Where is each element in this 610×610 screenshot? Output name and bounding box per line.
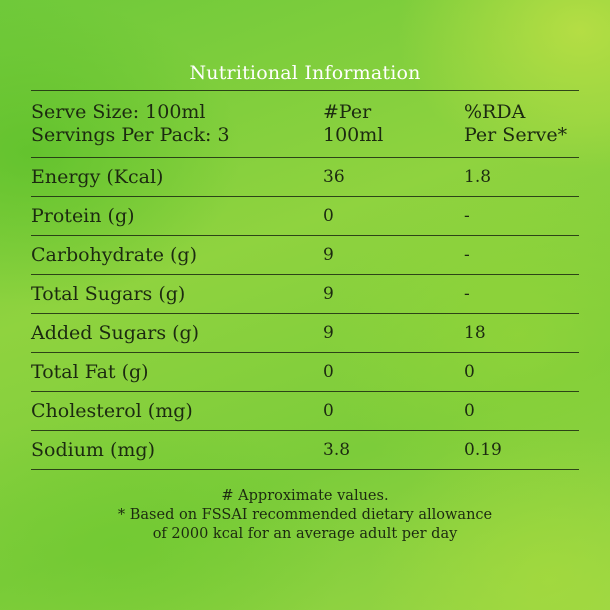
table-row: Carbohydrate (g) 9 - bbox=[31, 235, 579, 274]
per-100ml-value: 9 bbox=[323, 245, 334, 265]
nutrient-name: Protein (g) bbox=[31, 205, 135, 227]
footnote-fssai-line1: * Based on FSSAI recommended dietary all… bbox=[117, 507, 493, 523]
rda-value: 18 bbox=[464, 323, 486, 343]
rda-value: 0.19 bbox=[464, 440, 502, 460]
rda-header: %RDA Per Serve* bbox=[464, 101, 579, 147]
table-header-row: Serve Size: 100ml Servings Per Pack: 3 #… bbox=[31, 90, 579, 157]
nutrient-name: Total Fat (g) bbox=[31, 361, 149, 383]
per-100ml-value: 36 bbox=[323, 167, 345, 187]
per-100ml-value: 0 bbox=[323, 401, 334, 421]
per-header-line1: #Per bbox=[323, 101, 372, 123]
table-row: Total Sugars (g) 9 - bbox=[31, 274, 579, 313]
serve-size-label: Serve Size: 100ml bbox=[31, 101, 206, 123]
nutrient-name: Total Sugars (g) bbox=[31, 283, 186, 305]
table-row: Protein (g) 0 - bbox=[31, 196, 579, 235]
per-100ml-value: 3.8 bbox=[323, 440, 351, 460]
nutrient-name: Energy (Kcal) bbox=[31, 166, 164, 188]
table-title: Nutritional Information bbox=[189, 62, 421, 84]
rda-value: 0 bbox=[464, 362, 475, 382]
per-100ml-value: 9 bbox=[323, 323, 334, 343]
nutrition-table: Nutritional Information Serve Size: 100m… bbox=[31, 60, 579, 470]
rda-value: 1.8 bbox=[464, 167, 492, 187]
table-row: Added Sugars (g) 9 18 bbox=[31, 313, 579, 352]
per-header-line2: 100ml bbox=[323, 124, 384, 146]
nutrient-name: Carbohydrate (g) bbox=[31, 244, 197, 266]
footnote-fssai-line2: of 2000 kcal for an average adult per da… bbox=[152, 526, 458, 542]
nutrient-name: Sodium (mg) bbox=[31, 439, 155, 461]
footnotes: # Approximate values. * Based on FSSAI r… bbox=[31, 487, 579, 544]
table-row: Cholesterol (mg) 0 0 bbox=[31, 391, 579, 430]
servings-per-pack-label: Servings Per Pack: 3 bbox=[31, 124, 230, 146]
per-100ml-header: #Per 100ml bbox=[323, 101, 464, 147]
rda-value: - bbox=[464, 284, 470, 304]
per-100ml-value: 0 bbox=[323, 206, 334, 226]
rda-header-line1: %RDA bbox=[464, 101, 526, 123]
rda-value: - bbox=[464, 245, 470, 265]
per-100ml-value: 0 bbox=[323, 362, 334, 382]
nutrient-name: Cholesterol (mg) bbox=[31, 400, 193, 422]
table-row: Energy (Kcal) 36 1.8 bbox=[31, 157, 579, 196]
footnote-approximate: # Approximate values. bbox=[221, 488, 389, 504]
rda-value: - bbox=[464, 206, 470, 226]
table-row: Total Fat (g) 0 0 bbox=[31, 352, 579, 391]
per-100ml-value: 9 bbox=[323, 284, 334, 304]
table-row: Sodium (mg) 3.8 0.19 bbox=[31, 430, 579, 470]
rda-value: 0 bbox=[464, 401, 475, 421]
rda-header-line2: Per Serve* bbox=[464, 124, 568, 146]
nutrient-name: Added Sugars (g) bbox=[31, 322, 200, 344]
serving-info: Serve Size: 100ml Servings Per Pack: 3 bbox=[31, 101, 323, 147]
